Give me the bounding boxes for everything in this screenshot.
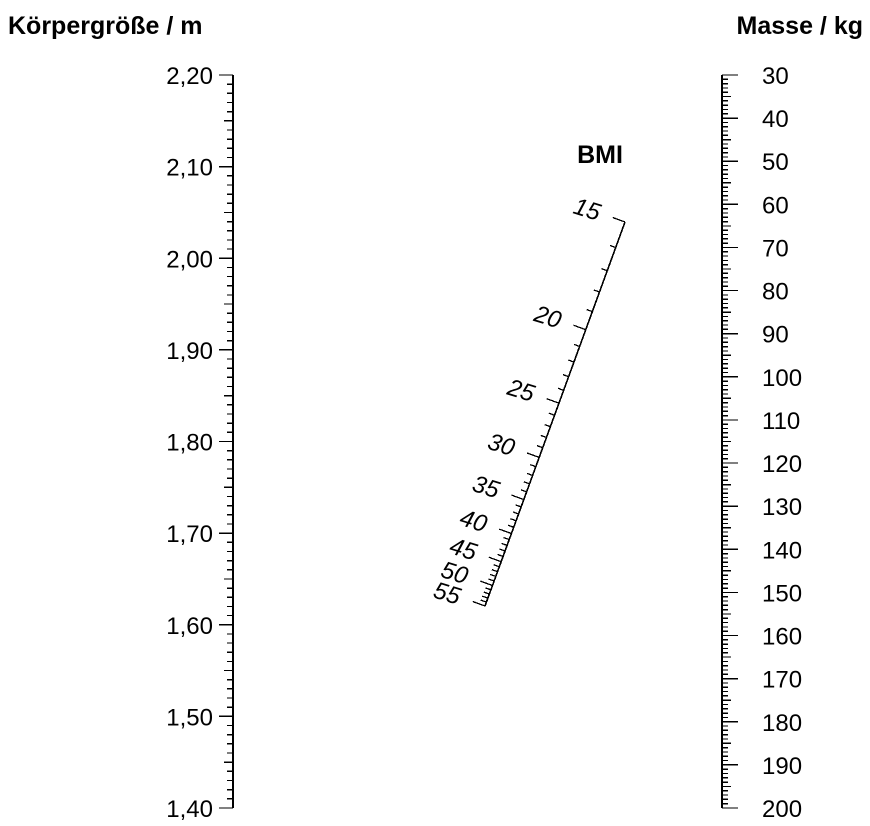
bmi-tick-label: 35 xyxy=(469,470,503,504)
bmi-minor-tick xyxy=(568,359,575,363)
bmi-minor-tick xyxy=(503,536,510,541)
mass-tick-label: 90 xyxy=(762,322,789,349)
bmi-minor-tick xyxy=(536,445,543,449)
height-tick-label: 1,90 xyxy=(166,338,213,365)
bmi-minor-tick xyxy=(557,387,564,391)
bmi-minor-tick xyxy=(497,553,504,558)
bmi-tick-label: 40 xyxy=(457,504,491,538)
bmi-minor-tick xyxy=(544,424,551,428)
bmi-scale-title: BMI xyxy=(577,141,623,169)
bmi-minor-tick xyxy=(510,518,517,522)
bmi-minor-tick xyxy=(548,412,555,416)
mass-scale: 30 40 50 60 70 80 90 100 110 120 130 140 150 160 170 18… xyxy=(721,63,802,823)
bmi-minor-tick xyxy=(593,289,600,293)
bmi-tick-label: 25 xyxy=(503,374,538,408)
mass-tick-label: 170 xyxy=(762,667,802,694)
bmi-major-tick xyxy=(546,398,560,404)
bmi-minor-tick xyxy=(483,591,490,595)
bmi-minor-tick xyxy=(586,308,593,313)
mass-tick-label: 40 xyxy=(762,106,789,133)
bmi-minor-tick xyxy=(480,599,487,603)
bmi-minor-tick xyxy=(488,578,495,582)
mass-scale-title: Masse / kg xyxy=(737,12,863,40)
bmi-minor-tick xyxy=(523,481,530,485)
bmi-minor-tick xyxy=(489,573,497,578)
height-scale: 2,20 2,10 2,00 1,90 1,80 1,70 1,60 1,50 1,40 xyxy=(166,63,234,823)
mass-tick-label: 130 xyxy=(762,494,802,521)
height-tick-label: 1,70 xyxy=(166,521,213,548)
mass-tick-label: 190 xyxy=(762,753,802,780)
mass-tick-label: 120 xyxy=(762,451,802,478)
bmi-tick-label: 30 xyxy=(484,428,518,462)
bmi-minor-tick xyxy=(493,564,500,568)
mass-tick-label: 80 xyxy=(762,279,789,306)
bmi-tick-label: 15 xyxy=(570,193,604,227)
bmi-major-tick xyxy=(511,494,525,501)
bmi-major-tick xyxy=(526,452,540,459)
bmi-minor-tick xyxy=(499,548,506,552)
bmi-minor-tick xyxy=(573,343,580,348)
bmi-minor-tick xyxy=(526,472,533,477)
bmi-major-tick xyxy=(612,216,626,223)
bmi-major-tick xyxy=(573,324,586,331)
bmi-minor-tick xyxy=(501,542,508,547)
mass-tick-label: 30 xyxy=(762,63,789,90)
height-tick-label: 2,10 xyxy=(166,155,213,182)
height-tick-label: 2,00 xyxy=(166,246,213,273)
bmi-axis-line xyxy=(484,221,626,607)
mass-tick-label: 180 xyxy=(762,710,802,737)
bmi-minor-tick xyxy=(529,463,537,468)
height-scale-title: Körpergröße / m xyxy=(8,12,202,40)
bmi-tick-label: 20 xyxy=(530,300,565,334)
bmi-minor-tick xyxy=(609,244,616,249)
height-tick-label: 1,80 xyxy=(166,430,213,457)
mass-tick-label: 60 xyxy=(762,192,789,219)
bmi-minor-tick xyxy=(482,595,489,599)
bmi-minor-tick xyxy=(491,569,498,573)
mass-tick-label: 70 xyxy=(762,235,789,262)
bmi-minor-tick xyxy=(507,524,514,528)
mass-tick-label: 110 xyxy=(762,408,800,435)
bmi-minor-tick xyxy=(512,511,519,515)
bmi-major-tick xyxy=(480,580,493,587)
mass-tick-label: 140 xyxy=(762,537,802,564)
bmi-major-tick xyxy=(472,600,486,607)
bmi-major-tick xyxy=(498,528,512,535)
bmi-minor-tick xyxy=(515,504,522,508)
mass-tick-label: 160 xyxy=(762,624,802,651)
mass-tick-label: 50 xyxy=(762,149,789,176)
bmi-major-tick xyxy=(488,556,502,563)
bmi-minor-tick xyxy=(540,434,547,439)
mass-tick-label: 100 xyxy=(762,365,802,392)
height-tick-label: 1,50 xyxy=(166,704,213,731)
bmi-minor-tick xyxy=(562,373,569,378)
height-tick-label: 1,40 xyxy=(166,796,213,823)
mass-tick-label: 200 xyxy=(762,796,802,823)
height-tick-label: 2,20 xyxy=(166,63,213,90)
mass-tick-label: 150 xyxy=(762,580,802,607)
height-tick-label: 1,60 xyxy=(166,613,213,640)
bmi-minor-tick xyxy=(485,587,492,591)
bmi-minor-tick xyxy=(601,268,608,272)
bmi-minor-tick xyxy=(520,489,527,493)
